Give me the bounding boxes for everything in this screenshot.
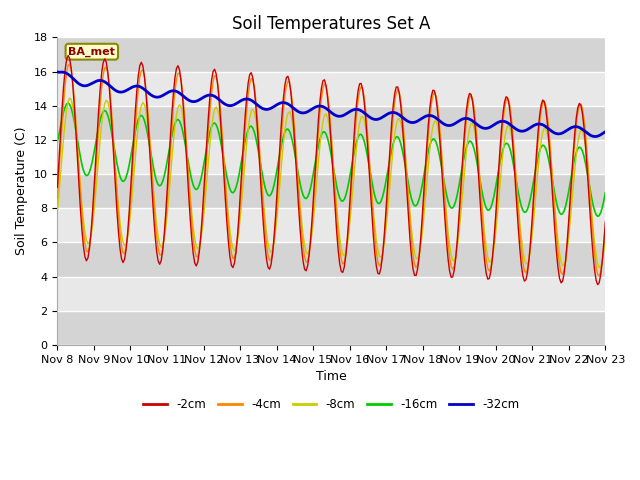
Title: Soil Temperatures Set A: Soil Temperatures Set A <box>232 15 431 33</box>
Bar <box>58 106 605 140</box>
Bar <box>58 174 605 208</box>
Bar <box>58 37 605 72</box>
Bar <box>58 140 605 174</box>
Legend: -2cm, -4cm, -8cm, -16cm, -32cm: -2cm, -4cm, -8cm, -16cm, -32cm <box>139 394 524 416</box>
Bar <box>58 208 605 242</box>
X-axis label: Time: Time <box>316 370 347 383</box>
Y-axis label: Soil Temperature (C): Soil Temperature (C) <box>15 127 28 255</box>
Bar <box>58 311 605 345</box>
Bar <box>58 242 605 276</box>
Bar <box>58 276 605 311</box>
Text: BA_met: BA_met <box>68 47 115 57</box>
Bar <box>58 72 605 106</box>
